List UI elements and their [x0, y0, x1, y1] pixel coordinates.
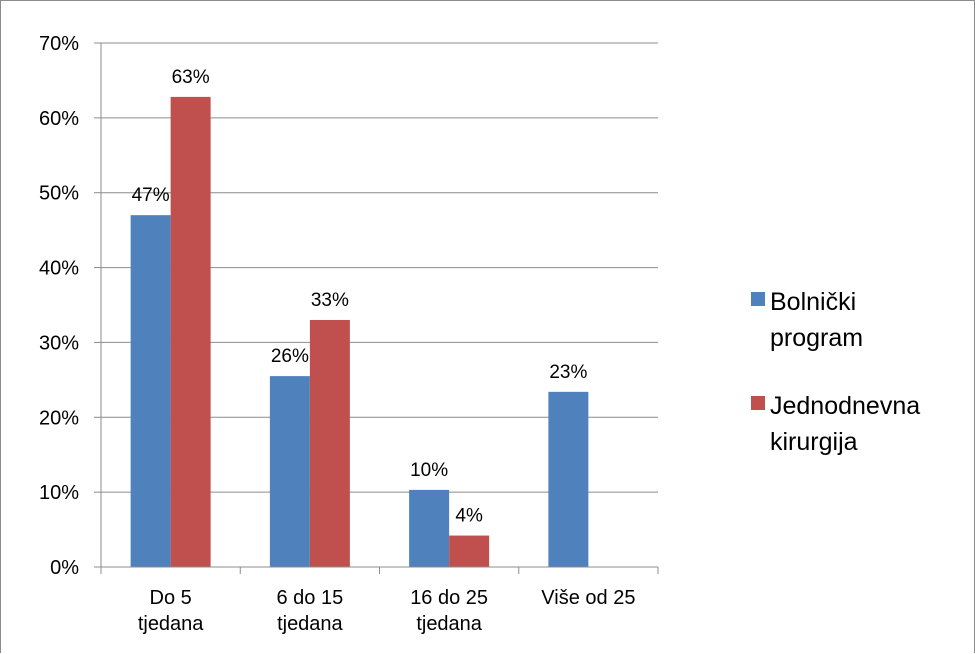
x-category-line: 6 do 15 [277, 587, 344, 609]
data-label: 33% [311, 290, 349, 311]
x-category-label: 6 do 15 tjedana [277, 587, 344, 635]
y-tick-label: 40% [39, 258, 79, 280]
x-category-line: tjedana [277, 613, 343, 635]
x-category-labels: Do 5 tjedana 6 do 15 tjedana 16 do 25 tjedana… [138, 587, 636, 635]
y-tick-label: 20% [39, 407, 79, 429]
bar [309, 319, 350, 567]
bar [449, 535, 490, 567]
legend-label: Bolnički program [770, 288, 863, 352]
data-label: 26% [271, 346, 309, 367]
y-tick-label: 70% [39, 33, 79, 55]
legend-swatch [751, 292, 765, 306]
x-category-label: 16 do 25 tjedana [410, 587, 488, 635]
x-category-line: tjedana [138, 613, 204, 635]
x-category-line: Do 5 [150, 587, 192, 609]
legend-label: Jednodnevna kirurgija [770, 392, 920, 456]
bar [548, 391, 589, 567]
bar [269, 376, 310, 567]
x-category-line: 16 do 25 [410, 587, 488, 609]
y-tick-label: 60% [39, 108, 79, 130]
y-tick-label: 10% [39, 482, 79, 504]
x-category-label: Do 5 tjedana [138, 587, 204, 635]
bar [170, 96, 211, 567]
legend-swatch [751, 396, 765, 410]
data-label: 23% [549, 362, 587, 383]
legend-label-line: kirurgija [770, 428, 858, 456]
bar [409, 489, 450, 567]
legend-label-line: Bolnički [770, 288, 856, 316]
x-category-line: tjedana [416, 613, 482, 635]
legend-label-line: Jednodnevna [770, 392, 920, 420]
legend-label-line: program [770, 324, 863, 352]
y-tick-label: 30% [39, 332, 79, 354]
bars [130, 96, 589, 567]
data-labels: 47% 26% 10% 23% 63% 33% 4% [132, 67, 588, 527]
axes [94, 42, 659, 574]
y-tick-labels: 0% 10% 20% 30% 40% 50% 60% 70% [39, 33, 79, 579]
x-category-line: Više od 25 [541, 587, 635, 609]
data-label: 4% [455, 506, 483, 527]
data-label: 47% [132, 185, 170, 206]
legend: Bolnički program Jednodnevna kirurgija [751, 288, 920, 456]
y-tick-label: 0% [50, 557, 79, 579]
bar [130, 215, 171, 567]
y-tick-label: 50% [39, 183, 79, 205]
x-category-label: Više od 25 [541, 587, 635, 609]
data-label: 63% [172, 67, 210, 88]
data-label: 10% [410, 460, 448, 481]
